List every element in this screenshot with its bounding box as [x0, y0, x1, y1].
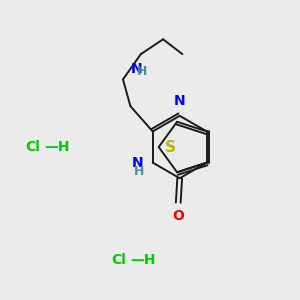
Text: S: S — [165, 140, 176, 154]
Text: H: H — [137, 65, 148, 78]
Text: —H: —H — [44, 140, 70, 154]
Text: N: N — [130, 62, 142, 76]
Text: O: O — [172, 209, 184, 223]
Text: Cl: Cl — [111, 253, 126, 267]
Text: N: N — [132, 156, 144, 170]
Text: H: H — [134, 165, 144, 178]
Text: N: N — [174, 94, 185, 108]
Text: Cl: Cl — [25, 140, 40, 154]
Text: —H: —H — [131, 253, 156, 267]
